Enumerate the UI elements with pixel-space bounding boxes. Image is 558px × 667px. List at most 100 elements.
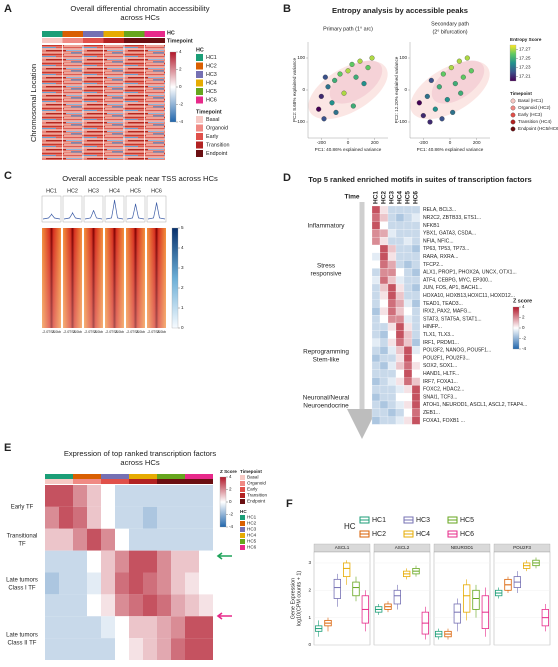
header-label: Timepoint — [167, 38, 193, 44]
color-tick-label: 4 — [522, 304, 525, 309]
heatmap-cell — [395, 229, 405, 238]
heatmap-cell — [403, 338, 413, 347]
heatmap-cell — [157, 485, 171, 507]
heatmap-cell — [379, 221, 389, 230]
heatmap-cell — [115, 550, 129, 573]
heatmap-cell — [45, 550, 59, 573]
timepoint-bar — [199, 479, 213, 484]
heatmap-cell — [157, 638, 171, 660]
tss-tick-label: -2.0 — [147, 330, 153, 334]
facet-panel — [313, 551, 371, 646]
heatmap-cell — [411, 229, 421, 238]
timepoint-bar — [171, 479, 185, 484]
heatmap-cell — [403, 377, 413, 386]
heatmap-cell — [411, 385, 421, 394]
heatmap-cell — [371, 237, 381, 246]
hc-bar — [157, 474, 171, 479]
heatmap-cell — [379, 291, 389, 300]
color-tick-label: 0 — [522, 325, 525, 330]
panel-title: Overall differential chromatin accessibi… — [70, 4, 209, 13]
heatmap-cell — [395, 276, 405, 285]
timepoint-bar — [185, 479, 199, 484]
heatmap-cell — [101, 638, 115, 660]
motif-label: HOXA10, HOXB13,HOXC11, HOXD12... — [423, 293, 515, 299]
color-tick-label: 0 — [181, 325, 184, 330]
motif-label: NFIA, NFIC... — [423, 238, 454, 244]
heatmap-cell — [129, 616, 143, 639]
heatmap-cell — [171, 550, 185, 573]
column-label: HC5 — [130, 188, 141, 194]
motif-label: NR2C2, ZBTB33, ETS1... — [423, 215, 481, 221]
heatmap-cell — [411, 416, 421, 425]
box — [342, 562, 351, 578]
heatmap-cell — [129, 528, 143, 551]
data-point — [350, 103, 356, 109]
heatmap-cell — [403, 330, 413, 339]
heatmap-cell — [379, 244, 389, 253]
heatmap-cell — [129, 485, 143, 507]
heatmap-cell — [371, 276, 381, 285]
panel-title: Top 5 ranked enriched motifs in suites o… — [308, 175, 532, 184]
motif-label: YBX1, GATA3, CSDA... — [423, 231, 476, 237]
hc-bar — [101, 474, 115, 479]
heatmap-cell — [87, 572, 101, 595]
heatmap-cell — [411, 408, 421, 417]
data-point — [341, 90, 347, 96]
motif-label: JUN, FOS, AP1, BACH1... — [423, 285, 482, 291]
timepoint-bar — [73, 479, 87, 484]
heatmap-cell — [371, 221, 381, 230]
heatmap-cell — [101, 616, 115, 639]
legend-swatch — [196, 116, 203, 123]
x-tick-label: 0 — [347, 140, 350, 145]
y-tick-label: 100 — [297, 55, 305, 60]
heatmap-cell — [379, 393, 389, 402]
legend-swatch — [196, 141, 203, 149]
panel-letter: A — [4, 3, 12, 15]
heatmap-cell — [115, 638, 129, 660]
legend-swatch — [196, 79, 203, 87]
facet-label: NEUROD1 — [451, 545, 474, 550]
panel-title: Overall accessible peak near TSS across … — [62, 174, 218, 183]
heatmap-cell — [371, 315, 381, 324]
heatmap-cell — [387, 377, 397, 386]
heatmap-cell — [371, 400, 381, 409]
tss-tick-label: TSS — [69, 330, 77, 334]
data-point — [316, 106, 322, 112]
heatmap-cell — [403, 252, 413, 261]
color-tick-label: -4 — [179, 119, 184, 124]
heatmap-cell — [387, 330, 397, 339]
heatmap-cell — [403, 276, 413, 285]
motif-label: TLX1, TLX3... — [423, 332, 454, 338]
timepoint-bar — [45, 479, 59, 484]
heatmap-cell — [371, 393, 381, 402]
motif-label: SOX2, SOX1... — [423, 363, 457, 369]
legend-label: HC3 — [206, 72, 217, 78]
legend-swatch — [240, 487, 245, 492]
heatmap-cell — [395, 307, 405, 316]
panel-letter: D — [283, 172, 291, 184]
heatmap-cell — [45, 594, 59, 617]
motif-label: HINFP... — [423, 324, 442, 330]
heatmap-cell — [403, 213, 413, 222]
legend-swatch — [196, 54, 203, 61]
heatmap-cell — [115, 616, 129, 639]
y-axis-label: PC2: 8.68% explained variance — [292, 58, 297, 123]
heatmap-cell — [45, 638, 59, 660]
heatmap-cell — [185, 594, 199, 617]
heatmap-cell — [403, 315, 413, 324]
heatmap-cell — [379, 369, 389, 378]
heatmap-cell — [371, 307, 381, 316]
column-label: HC6 — [413, 191, 420, 204]
heatmap-cell — [171, 506, 185, 529]
heatmap-cell — [73, 550, 87, 573]
category-label: Neuronal/Neural — [303, 395, 350, 402]
heatmap-cell — [185, 638, 199, 660]
heatmap-cell — [371, 322, 381, 331]
heatmap-cell — [411, 268, 421, 277]
heatmap-cell — [59, 485, 73, 507]
heatmap-cell — [395, 377, 405, 386]
motif-label: SNAI1, TCF3... — [423, 394, 457, 400]
heatmap-cell — [87, 594, 101, 617]
hc-bar — [171, 474, 185, 479]
legend-label: HC1 — [372, 517, 386, 524]
